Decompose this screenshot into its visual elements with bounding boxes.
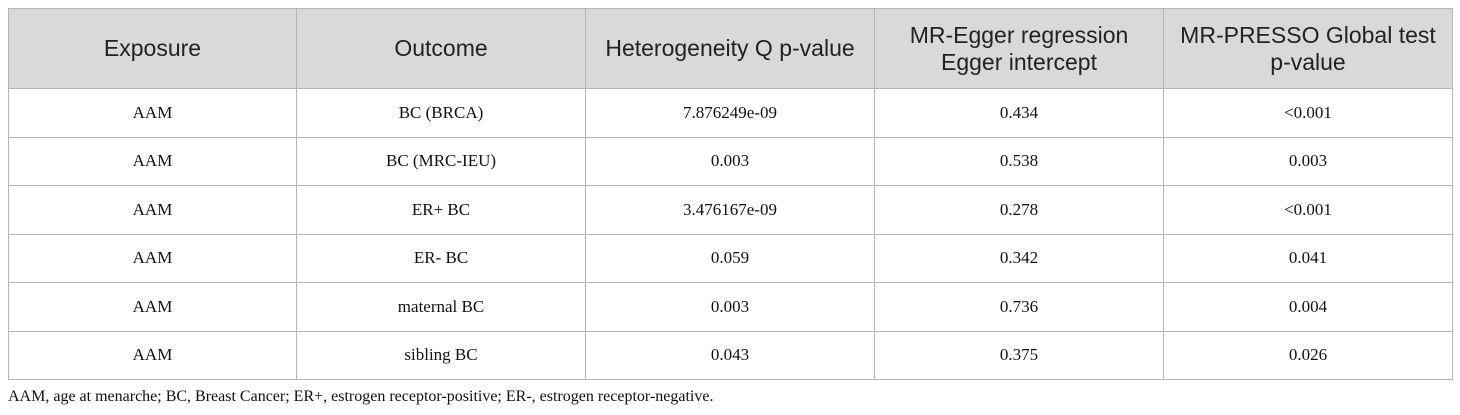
table-cell-egger-intercept: 0.538 <box>874 136 1164 186</box>
table-cell-presso-p-value: <0.001 <box>1163 185 1453 235</box>
results-table-container: Exposure Outcome Heterogeneity Q p-value… <box>8 8 1453 380</box>
table-cell-exposure: AAM <box>8 282 297 332</box>
table-cell-heterogeneity: 0.003 <box>585 282 875 332</box>
table-row: AAM ER- BC 0.059 0.342 0.041 <box>8 233 1453 283</box>
table-row: AAM sibling BC 0.043 0.375 0.026 <box>8 330 1453 380</box>
table-cell-exposure: AAM <box>8 233 297 283</box>
table-cell-presso-p-value: 0.026 <box>1163 330 1453 380</box>
table-cell-heterogeneity: 0.043 <box>585 330 875 380</box>
table-cell-outcome: sibling BC <box>296 330 586 380</box>
header-exposure: Exposure <box>8 8 297 89</box>
table-cell-presso-p-value: <0.001 <box>1163 88 1453 138</box>
table-cell-outcome: BC (MRC-IEU) <box>296 136 586 186</box>
table-cell-egger-intercept: 0.375 <box>874 330 1164 380</box>
header-outcome: Outcome <box>296 8 586 89</box>
table-cell-heterogeneity: 0.003 <box>585 136 875 186</box>
table-cell-outcome: ER- BC <box>296 233 586 283</box>
header-mr-presso-global-p-value: MR-PRESSO Global test p-value <box>1163 8 1453 89</box>
header-mr-egger-intercept: MR-Egger regression Egger intercept <box>874 8 1164 89</box>
table-row: AAM BC (MRC-IEU) 0.003 0.538 0.003 <box>8 136 1453 186</box>
table-cell-exposure: AAM <box>8 330 297 380</box>
header-heterogeneity-q-p-value: Heterogeneity Q p-value <box>585 8 875 89</box>
table-cell-egger-intercept: 0.342 <box>874 233 1164 283</box>
mr-sensitivity-table: Exposure Outcome Heterogeneity Q p-value… <box>8 8 1453 380</box>
table-cell-heterogeneity: 3.476167e-09 <box>585 185 875 235</box>
table-row: AAM ER+ BC 3.476167e-09 0.278 <0.001 <box>8 185 1453 235</box>
table-cell-exposure: AAM <box>8 136 297 186</box>
table-row: AAM maternal BC 0.003 0.736 0.004 <box>8 282 1453 332</box>
table-footnote: AAM, age at menarche; BC, Breast Cancer;… <box>8 388 714 405</box>
table-cell-egger-intercept: 0.736 <box>874 282 1164 332</box>
table-row: AAM BC (BRCA) 7.876249e-09 0.434 <0.001 <box>8 88 1453 138</box>
table-cell-presso-p-value: 0.004 <box>1163 282 1453 332</box>
table-header-row: Exposure Outcome Heterogeneity Q p-value… <box>8 8 1453 89</box>
table-cell-heterogeneity: 0.059 <box>585 233 875 283</box>
table-cell-outcome: maternal BC <box>296 282 586 332</box>
table-cell-presso-p-value: 0.003 <box>1163 136 1453 186</box>
table-cell-heterogeneity: 7.876249e-09 <box>585 88 875 138</box>
table-cell-outcome: BC (BRCA) <box>296 88 586 138</box>
table-cell-egger-intercept: 0.278 <box>874 185 1164 235</box>
table-cell-outcome: ER+ BC <box>296 185 586 235</box>
table-cell-exposure: AAM <box>8 88 297 138</box>
table-cell-egger-intercept: 0.434 <box>874 88 1164 138</box>
table-cell-presso-p-value: 0.041 <box>1163 233 1453 283</box>
table-cell-exposure: AAM <box>8 185 297 235</box>
